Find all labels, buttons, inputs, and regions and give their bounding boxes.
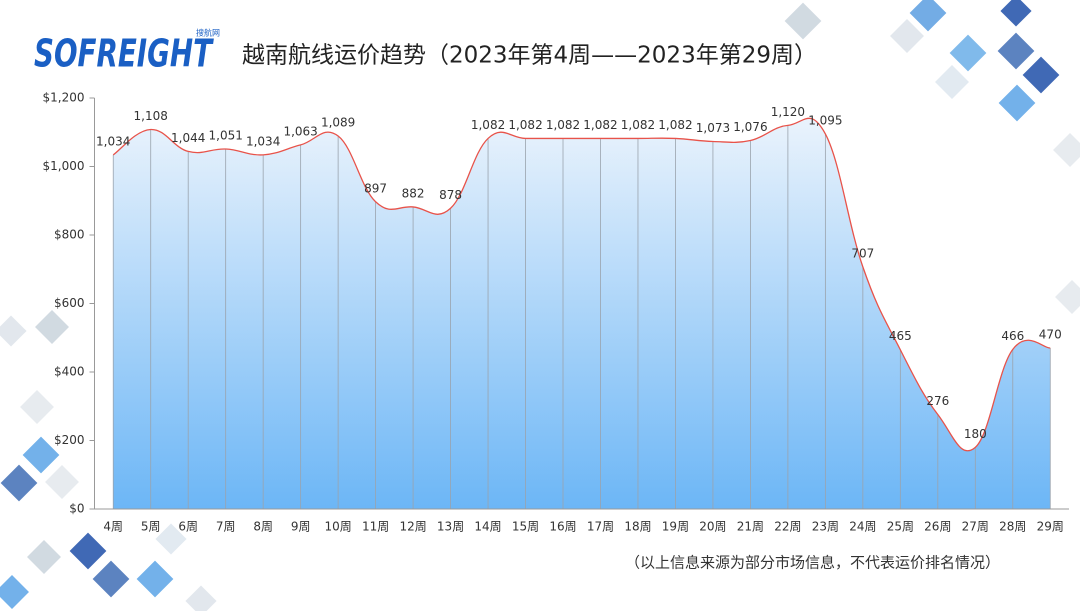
value-label: 1,095 [808,113,842,127]
x-tick-label: 29周 [1037,520,1064,534]
value-label: 276 [926,394,949,408]
x-tick-label: 20周 [699,520,726,534]
value-label: 1,051 [209,129,243,143]
value-label: 882 [402,186,425,200]
line [112,117,1051,452]
x-tick-label: 28周 [999,520,1026,534]
x-tick-label: 24周 [849,520,876,534]
value-label: 707 [851,246,874,260]
x-tick-label: 27周 [962,520,989,534]
x-tick-label: 19周 [662,520,689,534]
x-tick-label: 14周 [474,520,501,534]
value-label: 897 [364,181,387,195]
logo-sub: 搜航网 [196,28,220,38]
y-tick-label: $800 [54,228,85,242]
chart-title: 越南航线运价趋势（2023年第4周——2023年第29周） [242,43,817,69]
value-label: 1,076 [733,120,767,134]
y-tick-label: $0 [69,502,84,516]
x-tick-label: 11周 [362,520,389,534]
x-tick-label: 7周 [216,520,236,534]
value-label: 1,044 [171,131,205,145]
value-label: 1,108 [134,109,168,123]
value-label: 466 [1001,329,1024,343]
x-tick-label: 18周 [624,520,651,534]
x-tick-label: 26周 [924,520,951,534]
x-tick-label: 8周 [253,520,273,534]
value-label: 1,034 [96,134,130,148]
x-tick-label: 9周 [291,520,311,534]
x-tick-label: 13周 [437,520,464,534]
value-label: 1,082 [508,118,542,132]
value-label: 1,063 [283,124,317,138]
x-tick-label: 23周 [812,520,839,534]
value-label: 465 [889,329,912,343]
x-tick-label: 5周 [141,520,161,534]
x-tick-label: 6周 [178,520,198,534]
value-label: 878 [439,188,462,202]
x-tick-label: 10周 [324,520,351,534]
y-tick-label: $200 [54,433,85,447]
x-tick-label: 16周 [549,520,576,534]
value-label: 1,082 [583,118,617,132]
value-label: 1,073 [696,121,730,135]
area [113,118,1051,509]
value-label: 180 [964,427,987,441]
value-label: 1,034 [246,134,280,148]
value-label: 470 [1039,328,1062,342]
logo: SOFREIGHT [34,32,214,76]
x-tick-label: 22周 [774,520,801,534]
y-tick-label: $600 [54,296,85,310]
value-label: 1,082 [658,118,692,132]
y-tick-label: $400 [54,365,85,379]
x-tick-label: 4周 [103,520,123,534]
note: （以上信息来源为部分市场信息，不代表运价排名情况） [625,554,1000,572]
y-tick-label: $1,000 [43,159,85,173]
value-label: 1,082 [471,118,505,132]
value-label: 1,082 [546,118,580,132]
x-tick-label: 25周 [887,520,914,534]
x-tick-label: 21周 [737,520,764,534]
x-tick-label: 15周 [512,520,539,534]
x-tick-label: 17周 [587,520,614,534]
value-label: 1,120 [771,105,805,119]
y-tick-label: $1,200 [43,91,85,105]
x-tick-label: 12周 [399,520,426,534]
value-label: 1,089 [321,116,355,130]
value-label: 1,082 [621,118,655,132]
